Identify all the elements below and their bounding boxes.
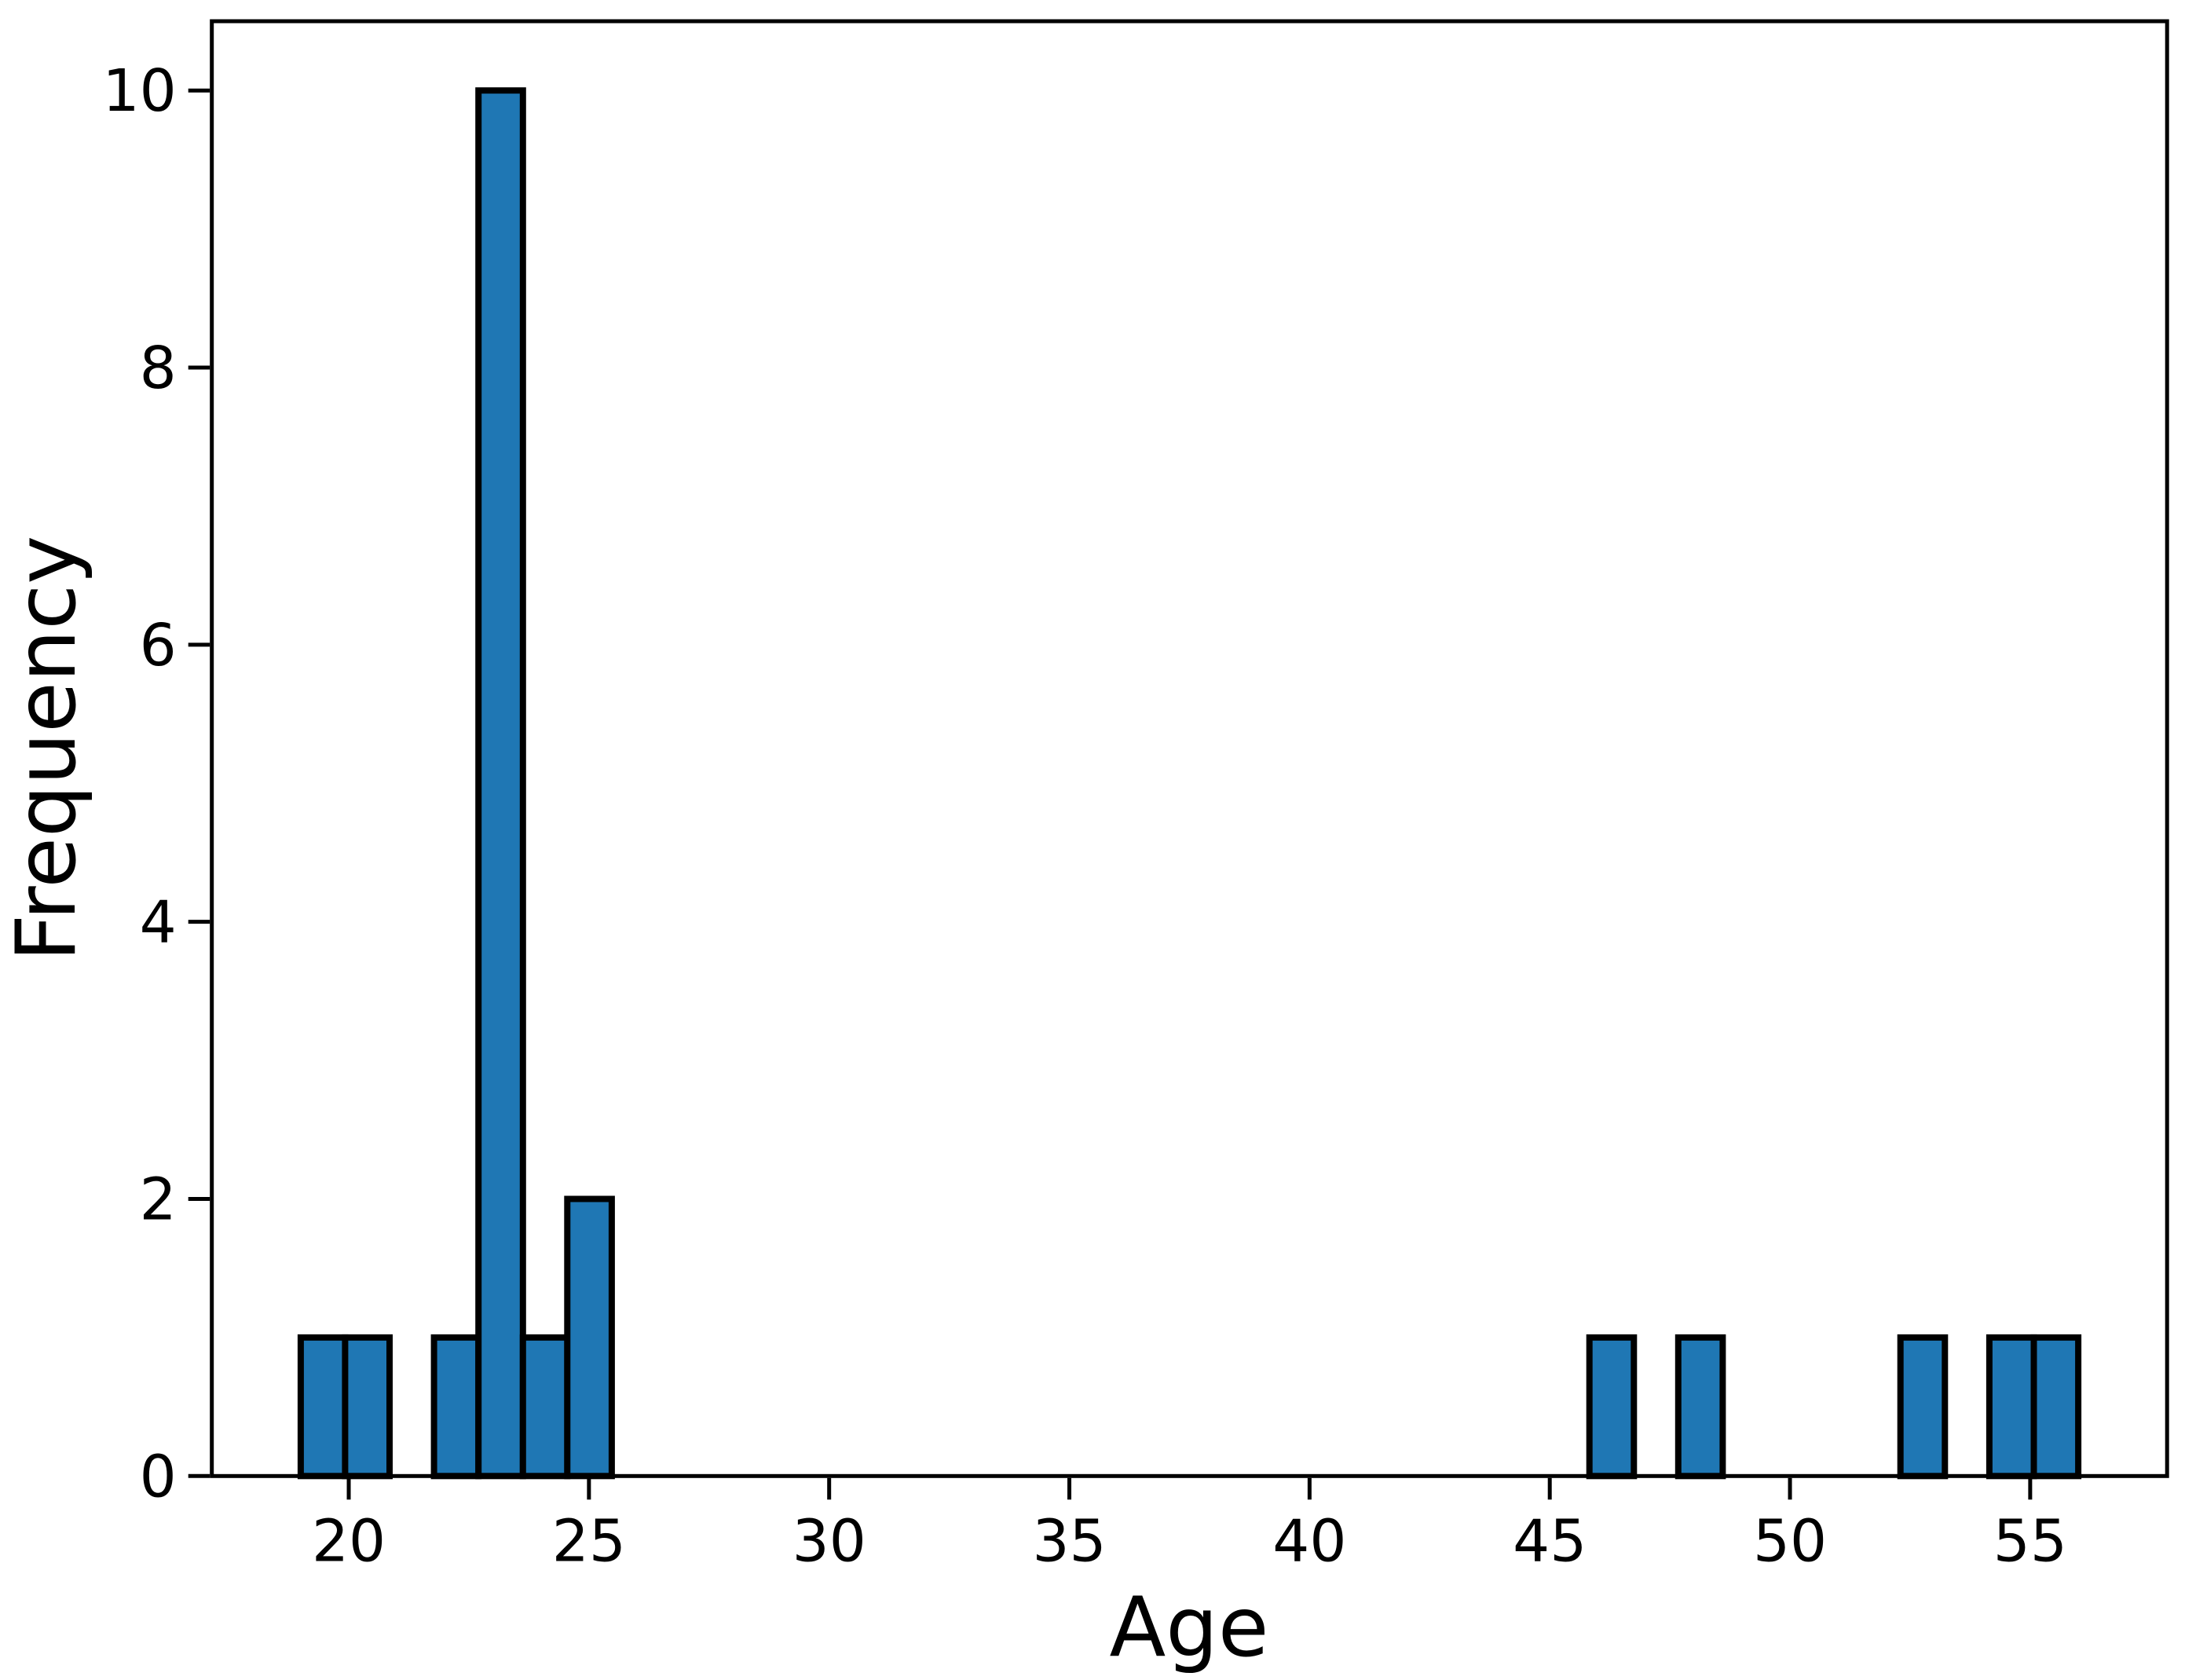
- x-tick-label: 45: [1513, 1507, 1587, 1575]
- x-axis-label: Age: [1109, 1579, 1268, 1675]
- plot-area: 20 25 30 35 40 45 50 55 0 2 4 6 8 10: [103, 19, 2169, 1575]
- histogram-bar: [1986, 1334, 2037, 1480]
- x-tick-label: 55: [1993, 1507, 2067, 1575]
- x-tick-label: 30: [792, 1507, 866, 1575]
- histogram-bar: [475, 87, 526, 1480]
- histogram-bar: [2030, 1334, 2082, 1480]
- y-tick-label: 6: [140, 612, 177, 679]
- histogram-bar: [519, 1334, 571, 1480]
- histogram-bar: [342, 1334, 393, 1480]
- histogram-bar: [297, 1334, 349, 1480]
- x-tick-label: 25: [552, 1507, 626, 1575]
- x-tick-label: 40: [1272, 1507, 1346, 1575]
- y-tick-label: 8: [140, 335, 177, 402]
- histogram-bar: [564, 1195, 615, 1480]
- x-tick-label: 50: [1753, 1507, 1827, 1575]
- histogram-bar: [1674, 1334, 1726, 1480]
- x-tick-label: 35: [1032, 1507, 1106, 1575]
- histogram-bar: [1897, 1334, 1949, 1480]
- y-tick-label: 4: [140, 889, 177, 957]
- y-tick-label: 2: [140, 1166, 177, 1233]
- y-axis-label: Frequency: [0, 536, 94, 961]
- plot-border: [210, 19, 2169, 1478]
- histogram-bar: [430, 1334, 482, 1480]
- histogram-bar: [1586, 1334, 1638, 1480]
- y-tick-label: 0: [140, 1443, 177, 1510]
- x-tick-label: 20: [312, 1507, 386, 1575]
- y-tick-label: 10: [103, 57, 177, 125]
